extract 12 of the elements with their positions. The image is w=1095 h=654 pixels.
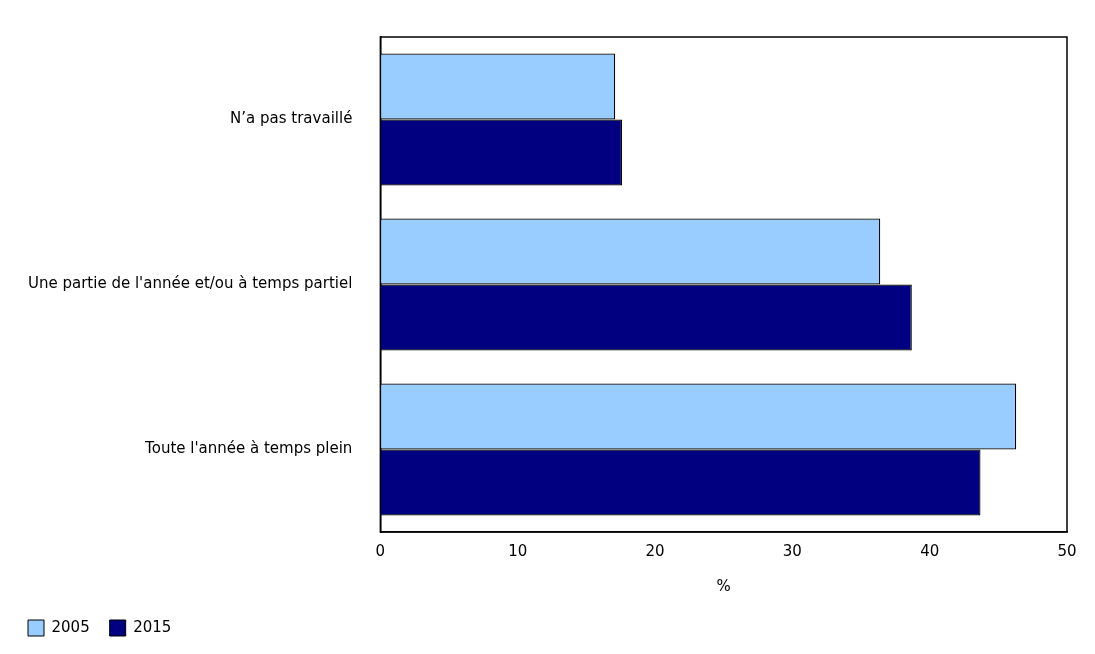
x-tick-label: 50 xyxy=(1057,541,1077,560)
legend-label: 2005 xyxy=(51,617,90,636)
y-tick-label: Toute l'année à temps plein xyxy=(144,439,353,458)
x-tick-label: 10 xyxy=(508,541,528,560)
x-tick-label: 0 xyxy=(375,541,386,560)
y-tick-label: N’a pas travaillé xyxy=(230,109,353,128)
x-tick-label: 40 xyxy=(920,541,940,560)
x-tick-label: 30 xyxy=(782,541,802,560)
x-tick-label: 20 xyxy=(645,541,665,560)
y-tick-label: Une partie de l'année et/ou à temps partiel xyxy=(28,274,353,293)
x-axis-title: % xyxy=(716,576,731,595)
legend-label: 2015 xyxy=(133,617,172,636)
